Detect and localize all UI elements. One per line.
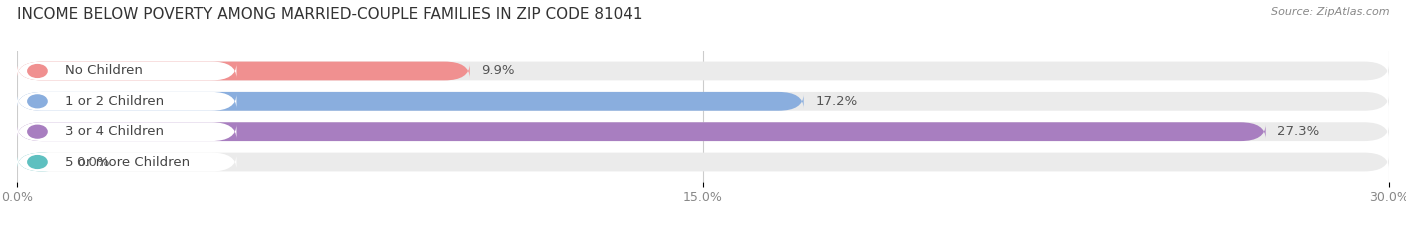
Circle shape bbox=[28, 65, 46, 77]
FancyBboxPatch shape bbox=[17, 153, 1389, 171]
Text: 5 or more Children: 5 or more Children bbox=[65, 155, 190, 168]
FancyBboxPatch shape bbox=[17, 153, 67, 171]
FancyBboxPatch shape bbox=[17, 92, 1389, 111]
FancyBboxPatch shape bbox=[17, 92, 236, 111]
FancyBboxPatch shape bbox=[17, 62, 470, 80]
Text: No Children: No Children bbox=[65, 65, 143, 78]
Text: 0.0%: 0.0% bbox=[76, 155, 110, 168]
FancyBboxPatch shape bbox=[17, 92, 804, 111]
FancyBboxPatch shape bbox=[17, 153, 236, 171]
Text: INCOME BELOW POVERTY AMONG MARRIED-COUPLE FAMILIES IN ZIP CODE 81041: INCOME BELOW POVERTY AMONG MARRIED-COUPL… bbox=[17, 7, 643, 22]
Text: 1 or 2 Children: 1 or 2 Children bbox=[65, 95, 165, 108]
Circle shape bbox=[28, 125, 46, 138]
Text: Source: ZipAtlas.com: Source: ZipAtlas.com bbox=[1271, 7, 1389, 17]
Circle shape bbox=[28, 156, 46, 168]
FancyBboxPatch shape bbox=[17, 122, 236, 141]
Circle shape bbox=[28, 95, 46, 108]
FancyBboxPatch shape bbox=[17, 122, 1265, 141]
FancyBboxPatch shape bbox=[17, 122, 1389, 141]
Text: 27.3%: 27.3% bbox=[1277, 125, 1319, 138]
Text: 9.9%: 9.9% bbox=[481, 65, 515, 78]
Text: 3 or 4 Children: 3 or 4 Children bbox=[65, 125, 165, 138]
FancyBboxPatch shape bbox=[17, 62, 236, 80]
FancyBboxPatch shape bbox=[17, 62, 1389, 80]
Text: 17.2%: 17.2% bbox=[815, 95, 858, 108]
